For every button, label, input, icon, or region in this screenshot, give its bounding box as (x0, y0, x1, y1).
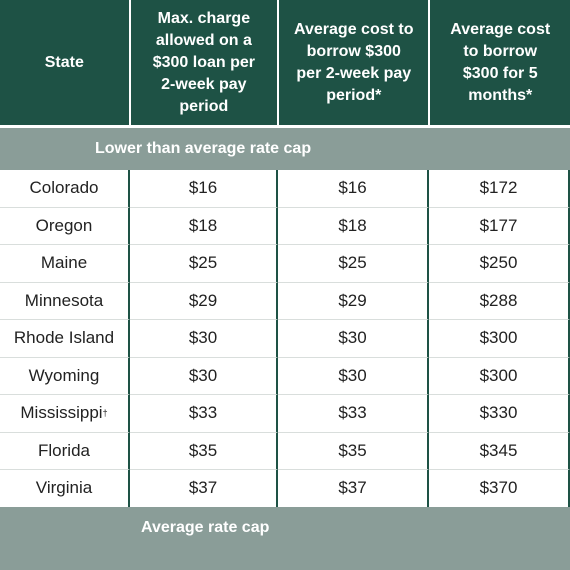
cell-max-charge: $18 (130, 207, 278, 245)
cell-avg-cost-2wk: $29 (278, 282, 429, 320)
table-row: Mississippi † $33 $33 $330 (0, 395, 570, 433)
cell-max-charge-value: $30 (188, 365, 218, 385)
cell-avg-cost-5mo-value: $330 (479, 403, 518, 423)
section-banner-lower: Lower than average rate cap (0, 128, 570, 170)
cell-max-charge: $29 (130, 282, 278, 320)
cell-max-charge: $33 (130, 395, 278, 433)
table-header-row: State Max. charge allowed on a $300 loan… (0, 0, 570, 125)
table-row: Wyoming $30 $30 $300 (0, 357, 570, 395)
cell-max-charge-value: $29 (188, 290, 218, 310)
cell-state: Colorado (0, 170, 130, 208)
table-row: Minnesota $29 $29 $288 (0, 282, 570, 320)
cell-state-value: Florida (38, 440, 90, 460)
header-max-charge: Max. charge allowed on a $300 loan per 2… (130, 0, 278, 125)
cell-avg-cost-5mo-value: $345 (479, 440, 518, 460)
cell-avg-cost-2wk: $30 (278, 320, 429, 358)
header-max-charge-label: Max. charge allowed on a $300 loan per 2… (152, 9, 255, 115)
header-avg-cost-5mo-label: Average cost to borrow $300 for 5 months… (450, 20, 551, 104)
cell-state: Minnesota (0, 282, 130, 320)
cell-avg-cost-5mo: $345 (429, 432, 570, 470)
cell-avg-cost-2wk-value: $33 (338, 403, 367, 423)
cell-avg-cost-5mo: $300 (429, 357, 570, 395)
cell-state-value: Mississippi (20, 403, 103, 423)
cell-state: Wyoming (0, 357, 130, 395)
cell-state-value: Maine (40, 253, 88, 273)
cell-state: Maine (0, 245, 130, 283)
section-lower-label: Lower than average rate cap (95, 140, 312, 157)
cell-avg-cost-2wk: $16 (278, 170, 429, 208)
cell-avg-cost-5mo: $172 (429, 170, 570, 208)
cell-avg-cost-5mo-value: $300 (479, 365, 518, 385)
cell-avg-cost-2wk: $35 (278, 432, 429, 470)
cell-max-charge: $37 (130, 470, 278, 508)
header-avg-cost-5mo: Average cost to borrow $300 for 5 months… (430, 0, 570, 125)
header-state: State (0, 0, 129, 125)
cell-avg-cost-5mo-value: $172 (479, 178, 518, 198)
table-row: Maine $25 $25 $250 (0, 245, 570, 283)
header-state-label: State (44, 53, 84, 71)
cell-max-charge: $35 (130, 432, 278, 470)
cell-avg-cost-2wk: $18 (278, 207, 429, 245)
cell-state-value: Minnesota (24, 290, 104, 310)
cell-avg-cost-5mo: $300 (429, 320, 570, 358)
cell-avg-cost-5mo-value: $250 (479, 253, 518, 273)
cell-avg-cost-5mo: $177 (429, 207, 570, 245)
cell-avg-cost-2wk: $33 (278, 395, 429, 433)
table-row: Oregon $18 $18 $177 (0, 207, 570, 245)
cell-avg-cost-2wk-value: $30 (338, 328, 367, 348)
cell-state: Mississippi † (0, 395, 130, 433)
table-row: Florida $35 $35 $345 (0, 432, 570, 470)
cell-avg-cost-2wk-value: $25 (338, 253, 367, 273)
table-row: Virginia $37 $37 $370 (0, 470, 570, 508)
table-body: Colorado $16 $16 $172 Oregon $18 $18 $177 Maine $… (0, 170, 570, 508)
section-average-label: Average rate cap (141, 519, 270, 536)
cell-avg-cost-5mo: $250 (429, 245, 570, 283)
cell-max-charge-value: $18 (188, 215, 218, 235)
section-banner-average: Average rate cap (0, 507, 570, 570)
cell-avg-cost-2wk-value: $35 (338, 440, 367, 460)
cell-avg-cost-2wk-value: $30 (338, 365, 367, 385)
cell-avg-cost-2wk-value: $16 (338, 178, 367, 198)
cell-max-charge-value: $16 (188, 178, 218, 198)
cell-avg-cost-5mo-value: $370 (479, 478, 518, 498)
cell-avg-cost-5mo-value: $300 (479, 328, 518, 348)
cell-avg-cost-2wk-value: $18 (338, 215, 367, 235)
cell-state-value: Rhode Island (13, 328, 115, 348)
cell-avg-cost-5mo: $288 (429, 282, 570, 320)
table-row: Colorado $16 $16 $172 (0, 170, 570, 208)
header-avg-cost-2wk-label: Average cost to borrow $300 per 2-week p… (294, 20, 414, 104)
cell-avg-cost-2wk-value: $29 (338, 290, 367, 310)
cell-avg-cost-5mo-value: $288 (479, 290, 518, 310)
cell-avg-cost-2wk: $25 (278, 245, 429, 283)
cell-state-value: Colorado (29, 178, 99, 198)
cell-state-value: Oregon (35, 215, 93, 235)
header-avg-cost-2wk: Average cost to borrow $300 per 2-week p… (279, 0, 429, 125)
cell-avg-cost-5mo: $330 (429, 395, 570, 433)
cell-max-charge-value: $33 (188, 403, 218, 423)
cell-avg-cost-2wk-value: $37 (338, 478, 367, 498)
cell-avg-cost-2wk: $37 (278, 470, 429, 508)
cell-avg-cost-5mo-value: $177 (479, 215, 518, 235)
footnote-mark: † (102, 408, 108, 419)
cell-max-charge: $25 (130, 245, 278, 283)
cell-max-charge: $30 (130, 357, 278, 395)
cell-max-charge-value: $35 (188, 440, 218, 460)
cell-state: Florida (0, 432, 130, 470)
cell-avg-cost-2wk: $30 (278, 357, 429, 395)
cell-state: Virginia (0, 470, 130, 508)
cell-max-charge: $16 (130, 170, 278, 208)
cell-state-value: Wyoming (28, 365, 100, 385)
table-row: Rhode Island $30 $30 $300 (0, 320, 570, 358)
cell-max-charge-value: $25 (188, 253, 218, 273)
cell-state-value: Virginia (35, 478, 93, 498)
cell-state: Oregon (0, 207, 130, 245)
cell-avg-cost-5mo: $370 (429, 470, 570, 508)
cell-max-charge-value: $30 (188, 328, 218, 348)
cell-max-charge: $30 (130, 320, 278, 358)
cell-max-charge-value: $37 (188, 478, 218, 498)
cell-state: Rhode Island (0, 320, 130, 358)
